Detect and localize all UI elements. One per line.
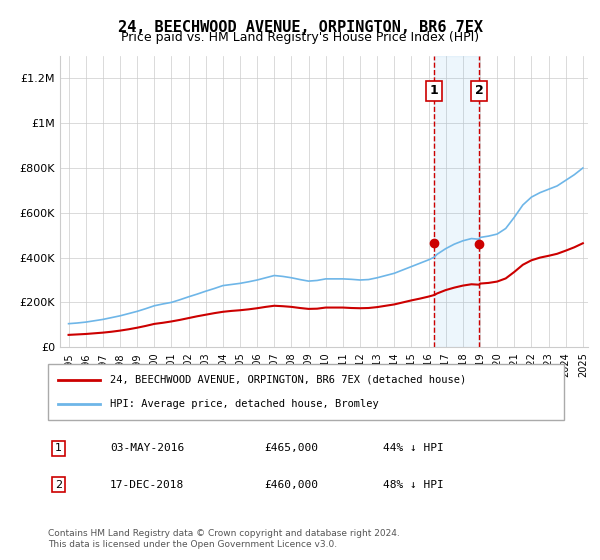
- Text: 1: 1: [55, 444, 62, 454]
- Text: Contains HM Land Registry data © Crown copyright and database right 2024.
This d: Contains HM Land Registry data © Crown c…: [48, 529, 400, 549]
- Text: £460,000: £460,000: [265, 479, 319, 489]
- Text: £465,000: £465,000: [265, 444, 319, 454]
- Text: 03-MAY-2016: 03-MAY-2016: [110, 444, 184, 454]
- Text: 24, BEECHWOOD AVENUE, ORPINGTON, BR6 7EX (detached house): 24, BEECHWOOD AVENUE, ORPINGTON, BR6 7EX…: [110, 375, 466, 385]
- Text: 2: 2: [475, 85, 484, 97]
- Text: 2: 2: [55, 479, 62, 489]
- Text: 44% ↓ HPI: 44% ↓ HPI: [383, 444, 444, 454]
- Text: HPI: Average price, detached house, Bromley: HPI: Average price, detached house, Brom…: [110, 399, 379, 409]
- Text: 17-DEC-2018: 17-DEC-2018: [110, 479, 184, 489]
- Text: 48% ↓ HPI: 48% ↓ HPI: [383, 479, 444, 489]
- Text: Price paid vs. HM Land Registry's House Price Index (HPI): Price paid vs. HM Land Registry's House …: [121, 31, 479, 44]
- Text: 1: 1: [430, 85, 439, 97]
- Bar: [434, 56, 479, 347]
- Text: 24, BEECHWOOD AVENUE, ORPINGTON, BR6 7EX: 24, BEECHWOOD AVENUE, ORPINGTON, BR6 7EX: [118, 20, 482, 35]
- FancyBboxPatch shape: [48, 364, 564, 420]
